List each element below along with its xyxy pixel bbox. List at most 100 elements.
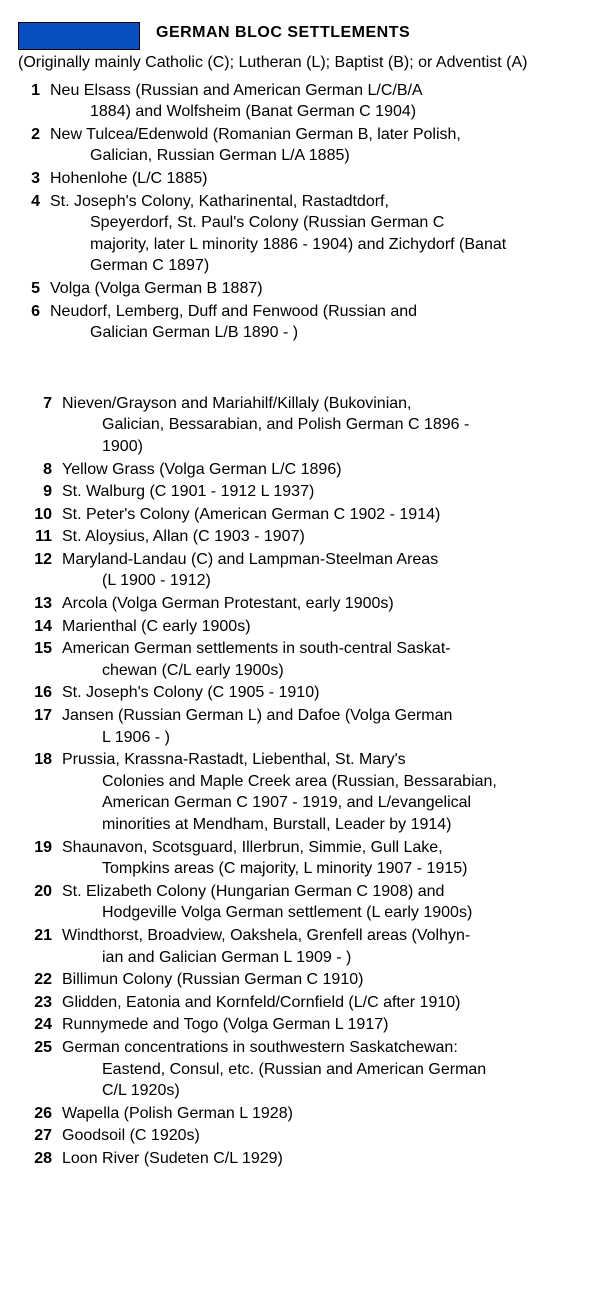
settlement-item: 14Marienthal (C early 1900s) [18,616,589,638]
item-number: 1 [18,80,50,102]
item-number: 23 [18,992,62,1014]
item-body: Yellow Grass (Volga German L/C 1896) [62,459,589,481]
item-number: 15 [18,638,62,660]
item-number: 16 [18,682,62,704]
item-line: Billimun Colony (Russian German C 1910) [62,971,363,988]
section-gap [18,345,589,393]
item-line: St. Elizabeth Colony (Hungarian German C… [62,883,444,900]
settlement-item: 17Jansen (Russian German L) and Dafoe (V… [18,705,589,748]
settlement-item: 4St. Joseph's Colony, Katharinental, Ras… [18,191,589,277]
settlement-item: 2New Tulcea/Edenwold (Romanian German B,… [18,124,589,167]
item-body: St. Joseph's Colony (C 1905 - 1910) [62,682,589,704]
item-body: St. Elizabeth Colony (Hungarian German C… [62,881,589,924]
settlement-item: 22Billimun Colony (Russian German C 1910… [18,969,589,991]
item-number: 21 [18,925,62,947]
item-body: Marienthal (C early 1900s) [62,616,589,638]
settlement-item: 11St. Aloysius, Allan (C 1903 - 1907) [18,526,589,548]
item-line-continuation: American German C 1907 - 1919, and L/eva… [62,792,589,814]
settlement-item: 27Goodsoil (C 1920s) [18,1125,589,1147]
settlement-list-a: 1Neu Elsass (Russian and American German… [18,80,589,344]
settlement-item: 24Runnymede and Togo (Volga German L 191… [18,1014,589,1036]
settlement-item: 12Maryland-Landau (C) and Lampman-Steelm… [18,549,589,592]
item-line-continuation: ian and Galician German L 1909 - ) [62,947,589,969]
item-number: 28 [18,1148,62,1170]
item-line-continuation: Speyerdorf, St. Paul's Colony (Russian G… [50,212,589,234]
section-title: GERMAN BLOC SETTLEMENTS [156,22,410,44]
item-number: 6 [18,301,50,323]
item-number: 4 [18,191,50,213]
item-line-continuation: 1884) and Wolfsheim (Banat German C 1904… [50,101,589,123]
item-line: American German settlements in south-cen… [62,640,451,657]
item-line: Glidden, Eatonia and Kornfeld/Cornfield … [62,994,460,1011]
item-body: Wapella (Polish German L 1928) [62,1103,589,1125]
settlement-item: 16St. Joseph's Colony (C 1905 - 1910) [18,682,589,704]
item-body: Neudorf, Lemberg, Duff and Fenwood (Russ… [50,301,589,344]
item-line: German concentrations in southwestern Sa… [62,1039,458,1056]
item-number: 25 [18,1037,62,1059]
settlement-item: 10St. Peter's Colony (American German C … [18,504,589,526]
item-number: 17 [18,705,62,727]
item-line-continuation: minorities at Mendham, Burstall, Leader … [62,814,589,836]
item-body: Neu Elsass (Russian and American German … [50,80,589,123]
item-line: Maryland-Landau (C) and Lampman-Steelman… [62,551,438,568]
item-number: 27 [18,1125,62,1147]
item-number: 26 [18,1103,62,1125]
item-number: 20 [18,881,62,903]
item-line-continuation: 1900) [62,436,589,458]
settlement-item: 18Prussia, Krassna-Rastadt, Liebenthal, … [18,749,589,835]
item-line: Hohenlohe (L/C 1885) [50,170,207,187]
item-line: Goodsoil (C 1920s) [62,1127,200,1144]
item-body: St. Aloysius, Allan (C 1903 - 1907) [62,526,589,548]
item-body: St. Joseph's Colony, Katharinental, Rast… [50,191,589,277]
item-number: 12 [18,549,62,571]
item-body: Volga (Volga German B 1887) [50,278,589,300]
item-body: Shaunavon, Scotsguard, Illerbrun, Simmie… [62,837,589,880]
item-body: Maryland-Landau (C) and Lampman-Steelman… [62,549,589,592]
settlement-item: 20St. Elizabeth Colony (Hungarian German… [18,881,589,924]
item-line-continuation: Galician German L/B 1890 - ) [50,322,589,344]
item-line: St. Peter's Colony (American German C 19… [62,506,440,523]
item-body: St. Walburg (C 1901 - 1912 L 1937) [62,481,589,503]
header-row: GERMAN BLOC SETTLEMENTS [18,20,589,50]
item-line-continuation: majority, later L minority 1886 - 1904) … [50,234,589,256]
item-number: 13 [18,593,62,615]
item-body: Runnymede and Togo (Volga German L 1917) [62,1014,589,1036]
item-line: Wapella (Polish German L 1928) [62,1105,293,1122]
item-line: New Tulcea/Edenwold (Romanian German B, … [50,126,461,143]
settlement-item: 3Hohenlohe (L/C 1885) [18,168,589,190]
legend-color-box [18,22,140,50]
item-body: Hohenlohe (L/C 1885) [50,168,589,190]
item-line-continuation: (L 1900 - 1912) [62,570,589,592]
item-body: St. Peter's Colony (American German C 19… [62,504,589,526]
item-line: Volga (Volga German B 1887) [50,280,263,297]
item-body: Arcola (Volga German Protestant, early 1… [62,593,589,615]
item-number: 14 [18,616,62,638]
item-body: Prussia, Krassna-Rastadt, Liebenthal, St… [62,749,589,835]
item-line-continuation: Galician, Russian German L/A 1885) [50,145,589,167]
item-body: Nieven/Grayson and Mariahilf/Killaly (Bu… [62,393,589,458]
item-body: Windthorst, Broadview, Oakshela, Grenfel… [62,925,589,968]
item-line-continuation: Galician, Bessarabian, and Polish German… [62,414,589,436]
settlement-list-b: 7Nieven/Grayson and Mariahilf/Killaly (B… [18,393,589,1170]
settlement-item: 23Glidden, Eatonia and Kornfeld/Cornfiel… [18,992,589,1014]
item-line-continuation: German C 1897) [50,255,589,277]
settlement-item: 8Yellow Grass (Volga German L/C 1896) [18,459,589,481]
item-line-continuation: L 1906 - ) [62,727,589,749]
item-line: Neudorf, Lemberg, Duff and Fenwood (Russ… [50,303,417,320]
item-number: 5 [18,278,50,300]
settlement-item: 25German concentrations in southwestern … [18,1037,589,1102]
item-line: Jansen (Russian German L) and Dafoe (Vol… [62,707,452,724]
item-line-continuation: chewan (C/L early 1900s) [62,660,589,682]
item-line: St. Walburg (C 1901 - 1912 L 1937) [62,483,314,500]
settlement-item: 26Wapella (Polish German L 1928) [18,1103,589,1125]
item-body: German concentrations in southwestern Sa… [62,1037,589,1102]
item-line: Yellow Grass (Volga German L/C 1896) [62,461,342,478]
item-number: 11 [18,526,62,548]
item-line: Nieven/Grayson and Mariahilf/Killaly (Bu… [62,395,412,412]
item-line: Windthorst, Broadview, Oakshela, Grenfel… [62,927,470,944]
item-line: Arcola (Volga German Protestant, early 1… [62,595,394,612]
settlement-item: 15American German settlements in south-c… [18,638,589,681]
item-number: 10 [18,504,62,526]
item-body: Billimun Colony (Russian German C 1910) [62,969,589,991]
item-line-continuation: Hodgeville Volga German settlement (L ea… [62,902,589,924]
